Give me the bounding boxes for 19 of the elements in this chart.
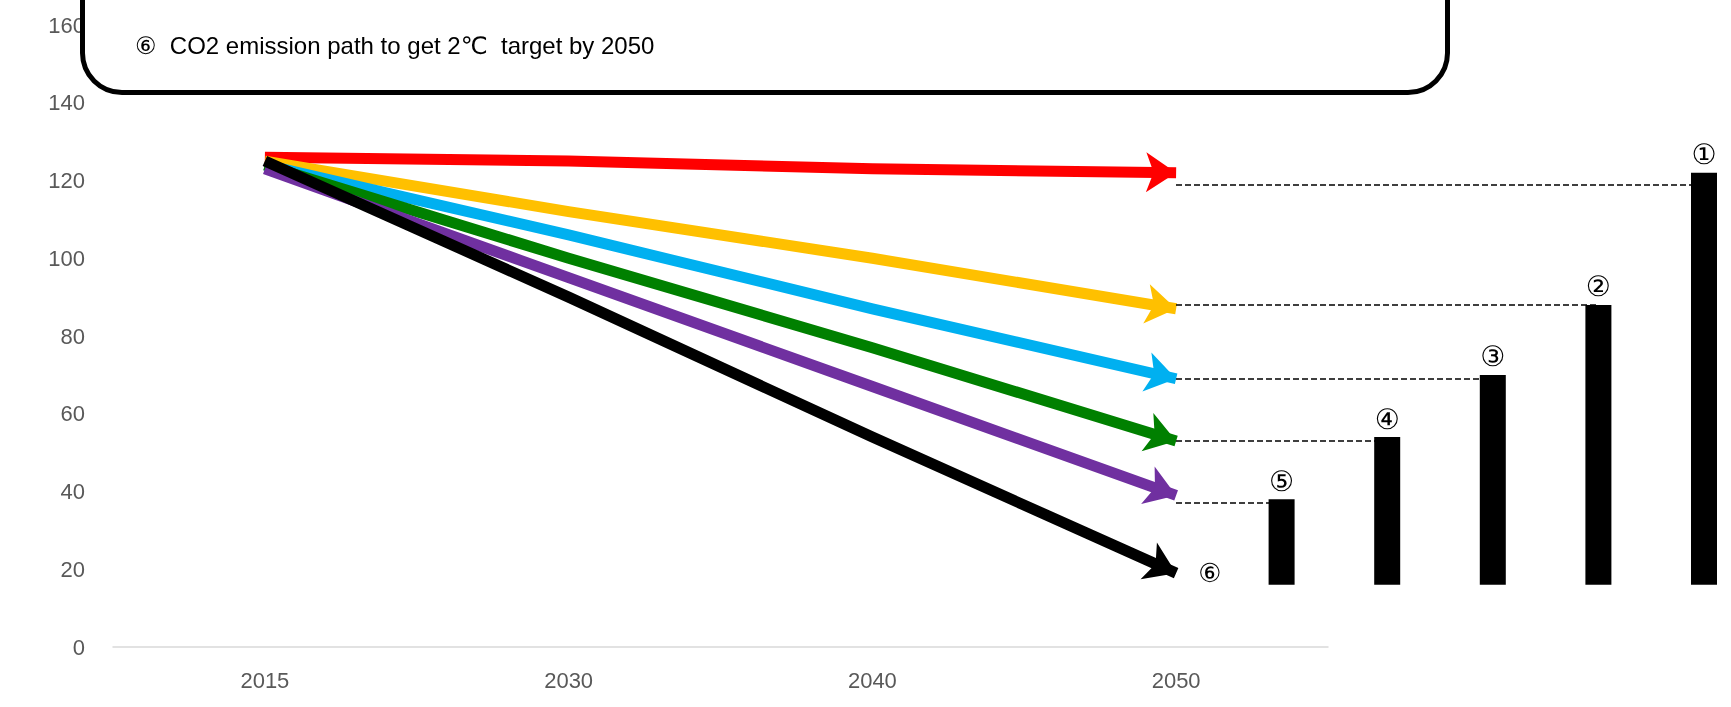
- x-tick-label: 2030: [544, 667, 594, 693]
- y-tick-label: 0: [72, 634, 85, 660]
- y-tick-label: 20: [60, 556, 85, 582]
- data-label: ③: [1480, 341, 1506, 373]
- y-tick-label: 120: [48, 168, 85, 193]
- data-label: ④: [1374, 403, 1400, 435]
- x-tick-label: 2050: [1151, 667, 1201, 693]
- annotation: ⑥ CO2 emission path to get 2℃ target by 2050: [135, 32, 655, 60]
- text-box: ⑥ CO2 emission path to get 2℃ target by 2050: [80, 0, 1450, 95]
- data-label: ①: [1691, 139, 1717, 171]
- y-tick-label: 40: [60, 479, 85, 504]
- legend-label: ⑥: [1198, 558, 1222, 589]
- y-tick-label: 60: [60, 401, 85, 427]
- y-tick-label: 100: [48, 245, 85, 271]
- y-tick-label: 80: [60, 323, 85, 349]
- x-tick-label: 2040: [847, 667, 897, 693]
- x-tick-label: 2015: [240, 667, 290, 693]
- data-label: ⑤: [1269, 465, 1295, 497]
- data-label: ②: [1585, 271, 1611, 303]
